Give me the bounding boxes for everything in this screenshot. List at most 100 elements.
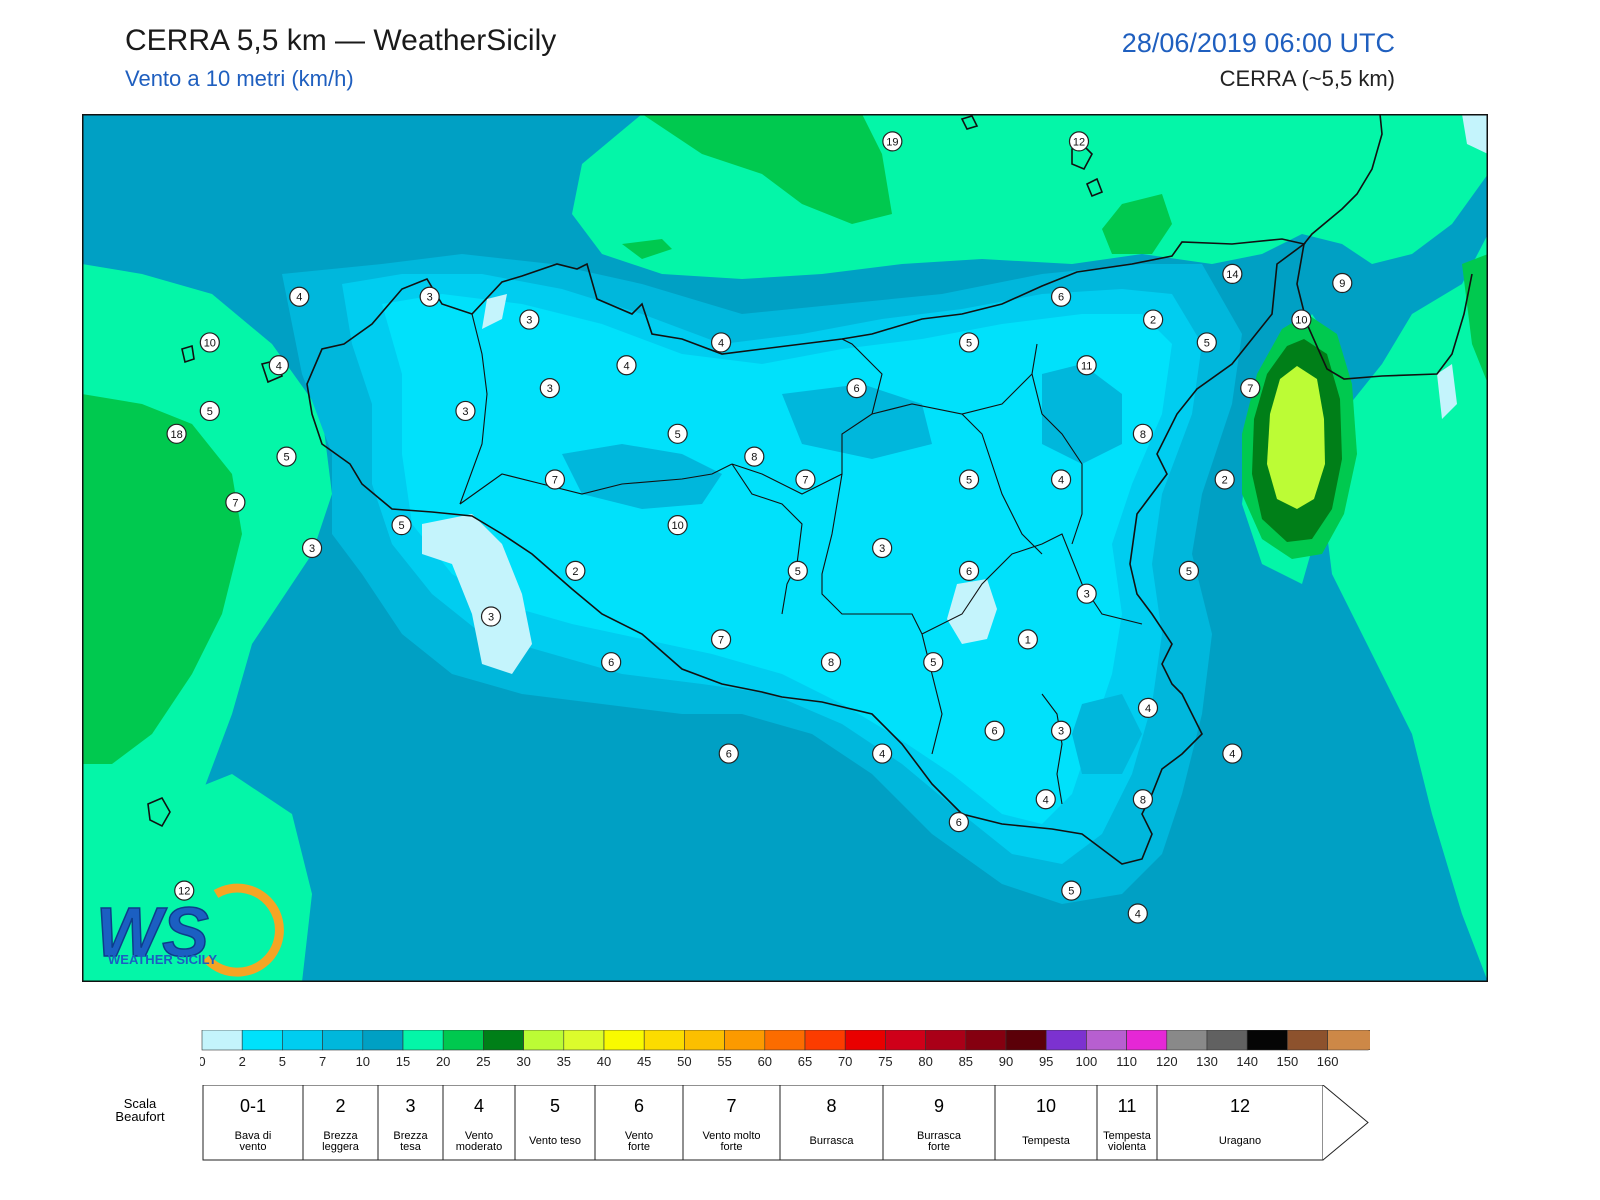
station-label: 7 (1240, 378, 1261, 399)
station-marker (882, 131, 903, 152)
station-value: 3 (1058, 726, 1064, 738)
station-label: 5 (1178, 560, 1200, 581)
colorbar-cell (1206, 1030, 1248, 1051)
station-label: 4 (1050, 469, 1072, 490)
beaufort-desc: Vento (465, 1130, 493, 1142)
wind-field-band-7-10 (562, 444, 722, 509)
beaufort-cell (302, 1085, 379, 1161)
colorbar-cell (643, 1030, 685, 1051)
station-value: 4 (296, 292, 302, 304)
beaufort-label: Beaufort (115, 1109, 165, 1124)
station-value: 3 (427, 292, 433, 304)
beaufort-desc: Burrasca (809, 1135, 854, 1147)
station-label: 14 (1222, 263, 1243, 284)
colorbar-tick: 70 (838, 1054, 852, 1069)
station-marker (1076, 583, 1097, 604)
station-marker (199, 400, 220, 422)
station-marker (1291, 309, 1312, 330)
beaufort-force: 11 (1118, 1096, 1137, 1116)
station-value: 6 (956, 817, 962, 829)
wind-field-band-20-25 (82, 394, 242, 764)
station-value: 10 (204, 337, 216, 349)
station-marker (1127, 903, 1148, 924)
station-label: 12 (1068, 131, 1090, 152)
beaufort-force: 4 (474, 1096, 484, 1116)
colorbar-cell (523, 1030, 565, 1051)
station-marker (872, 743, 893, 764)
station-value: 12 (178, 886, 190, 898)
beaufort-cell (882, 1085, 996, 1161)
wind-field-band-0-2 (1437, 364, 1457, 419)
station-marker (199, 332, 220, 353)
station-marker (601, 652, 622, 673)
wind-colorbar: 0 2 5 7 10 15 20 25 30 35 40 45 50 55 60 65 70 75 80 85 90 95… (200, 1030, 1370, 1069)
station-value: 4 (276, 360, 282, 372)
station-label: 4 (710, 332, 732, 353)
station-value: 5 (1068, 886, 1074, 898)
station-label: 7 (544, 469, 566, 490)
colorbar-cell (322, 1030, 364, 1051)
station-label: 5 (199, 400, 220, 422)
station-marker (565, 560, 586, 581)
beaufort-force: 0-1 (240, 1096, 266, 1116)
beaufort-force: 10 (1036, 1096, 1056, 1116)
beaufort-desc: Tempesta (1103, 1130, 1152, 1142)
station-marker (539, 378, 560, 399)
beaufort-force: 5 (550, 1096, 560, 1116)
colorbar-cell (724, 1030, 766, 1051)
station-value: 6 (1058, 292, 1064, 304)
station-value: 3 (462, 406, 468, 418)
station-value: 4 (879, 749, 885, 761)
colorbar-tick: 120 (1156, 1054, 1178, 1069)
beaufort-force: 3 (405, 1096, 415, 1116)
station-value: 3 (488, 612, 494, 624)
station-value: 3 (309, 543, 315, 555)
colorbar-tick: 150 (1277, 1054, 1299, 1069)
station-label: 6 (1050, 286, 1072, 307)
station-marker (301, 537, 323, 559)
station-value: 2 (1222, 474, 1228, 486)
wind-field-band-15-20 (142, 774, 312, 982)
station-label: 3 (519, 309, 540, 330)
station-marker (846, 378, 867, 399)
island-coastline (960, 115, 979, 130)
station-marker (1061, 880, 1082, 901)
station-value: 8 (828, 657, 834, 669)
beaufort-desc: violenta (1108, 1141, 1147, 1153)
colorbar-tick: 85 (959, 1054, 973, 1069)
colorbar-tick: 50 (677, 1054, 691, 1069)
station-value: 5 (1204, 337, 1210, 349)
station-value: 8 (751, 452, 757, 464)
station-label: 4 (1137, 697, 1159, 718)
island-coastline (147, 796, 171, 828)
colorbar-cell (1126, 1030, 1168, 1051)
station-label: 5 (923, 652, 944, 673)
chart-subtitle: Vento a 10 metri (km/h) (125, 66, 354, 91)
colorbar-cell (1166, 1030, 1208, 1051)
station-marker (1017, 629, 1038, 650)
station-label: 3 (872, 537, 893, 559)
wind-field-band-7-10 (1072, 694, 1142, 774)
beaufort-force: 6 (634, 1096, 644, 1116)
station-value: 6 (608, 657, 614, 669)
station-marker (710, 332, 732, 353)
station-marker (1035, 789, 1056, 810)
station-marker (948, 812, 969, 833)
wind-field-band-0-2 (482, 294, 507, 329)
station-value: 10 (1295, 315, 1307, 327)
station-value: 6 (992, 726, 998, 738)
station-label: 8 (820, 652, 842, 673)
beaufort-desc: Bava di (235, 1130, 272, 1142)
station-label: 4 (289, 286, 310, 307)
colorbar-cell (844, 1030, 886, 1051)
station-marker (1050, 286, 1072, 307)
beaufort-cell (1096, 1085, 1158, 1161)
colorbar-cell (1005, 1030, 1047, 1051)
station-value: 4 (1145, 703, 1151, 715)
station-marker (820, 652, 842, 673)
station-marker (958, 332, 980, 353)
